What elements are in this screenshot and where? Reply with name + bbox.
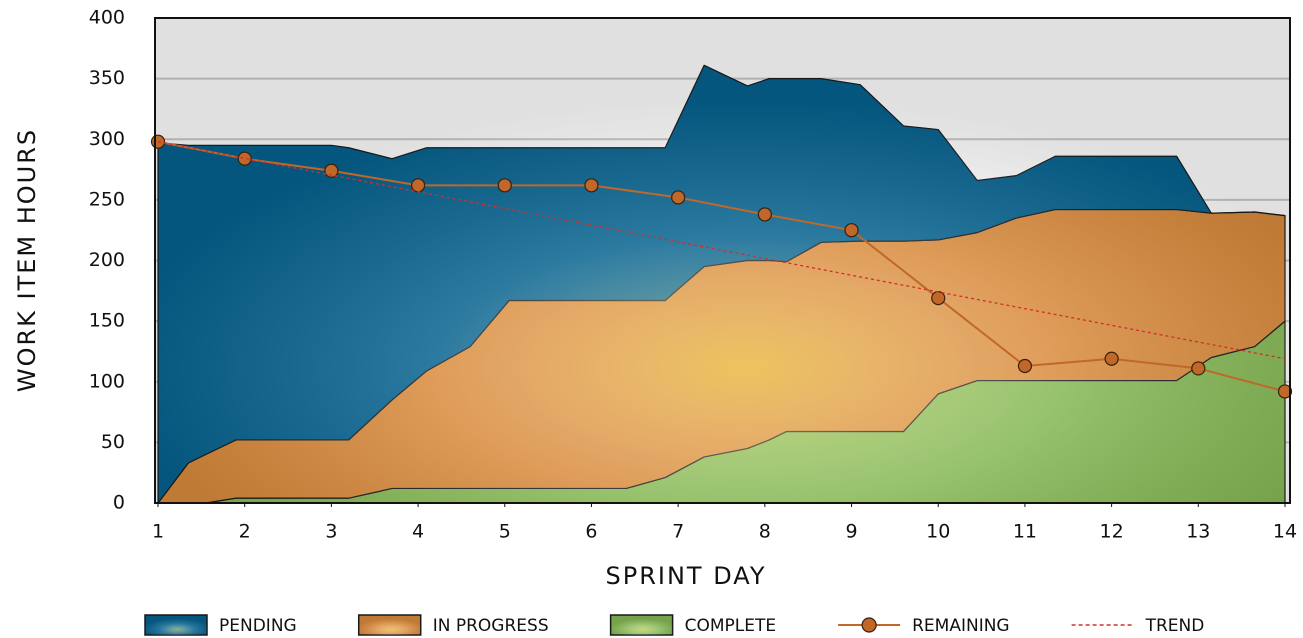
marker [324,163,339,178]
legend-swatch-glow [358,615,421,635]
lines [150,134,1293,399]
legend-swatch-glow [145,615,207,635]
x-tick-label: 8 [759,521,771,543]
x-tick-label: 1 [152,521,164,543]
legend: PENDING IN PROGRESS COMPLETE REMAINING TREND [144,614,1205,636]
areas [157,64,1286,504]
marker [931,290,946,306]
marker [1191,361,1206,376]
x-tick-label: 5 [499,521,511,543]
legend-marker [861,617,877,633]
plot-frame [154,17,1291,504]
y-tick-label: 300 [89,128,125,150]
legend-swatch-glow [610,615,673,635]
legend-label: COMPLETE [685,616,777,636]
x-tick-label: 6 [585,521,597,543]
marker [1104,351,1119,366]
marker [1277,384,1293,399]
marker [1017,358,1033,374]
legend-label: PENDING [219,616,297,636]
marker [584,178,599,193]
y-tick-label: 0 [113,492,125,514]
marker [844,223,859,238]
y-tick-label: 150 [89,310,125,332]
y-tick-label: 100 [89,370,125,392]
y-tick-label: 250 [89,188,125,210]
trend-line [157,141,1286,360]
x-tick-label: 7 [672,521,684,543]
x-tick-label: 13 [1186,521,1210,543]
x-tick-label: 11 [1013,521,1037,543]
y-tick-label: 400 [89,7,125,29]
legend-label: IN PROGRESS [433,616,549,636]
y-tick-label: 200 [89,249,125,271]
x-axis-title: SPRINT DAY [606,562,767,590]
line [157,140,1286,393]
x-tick-label: 9 [845,521,857,543]
x-tick-label: 4 [412,521,424,543]
marker [757,207,772,222]
marker [497,178,512,193]
legend-label: REMAINING [912,616,1009,636]
legend-label: TREND [1145,616,1205,636]
marker [671,190,686,205]
y-tick-label: 50 [101,431,125,453]
marker [410,178,426,193]
x-tick-label: 10 [926,521,950,543]
x-tick-label: 3 [325,521,337,543]
y-axis-title: WORK ITEM HOURS [13,128,41,392]
marker [237,151,252,166]
x-tick-label: 14 [1273,521,1297,543]
y-tick-label: 350 [89,67,125,89]
x-tick-label: 12 [1100,521,1124,543]
x-tick-label: 2 [239,521,251,543]
